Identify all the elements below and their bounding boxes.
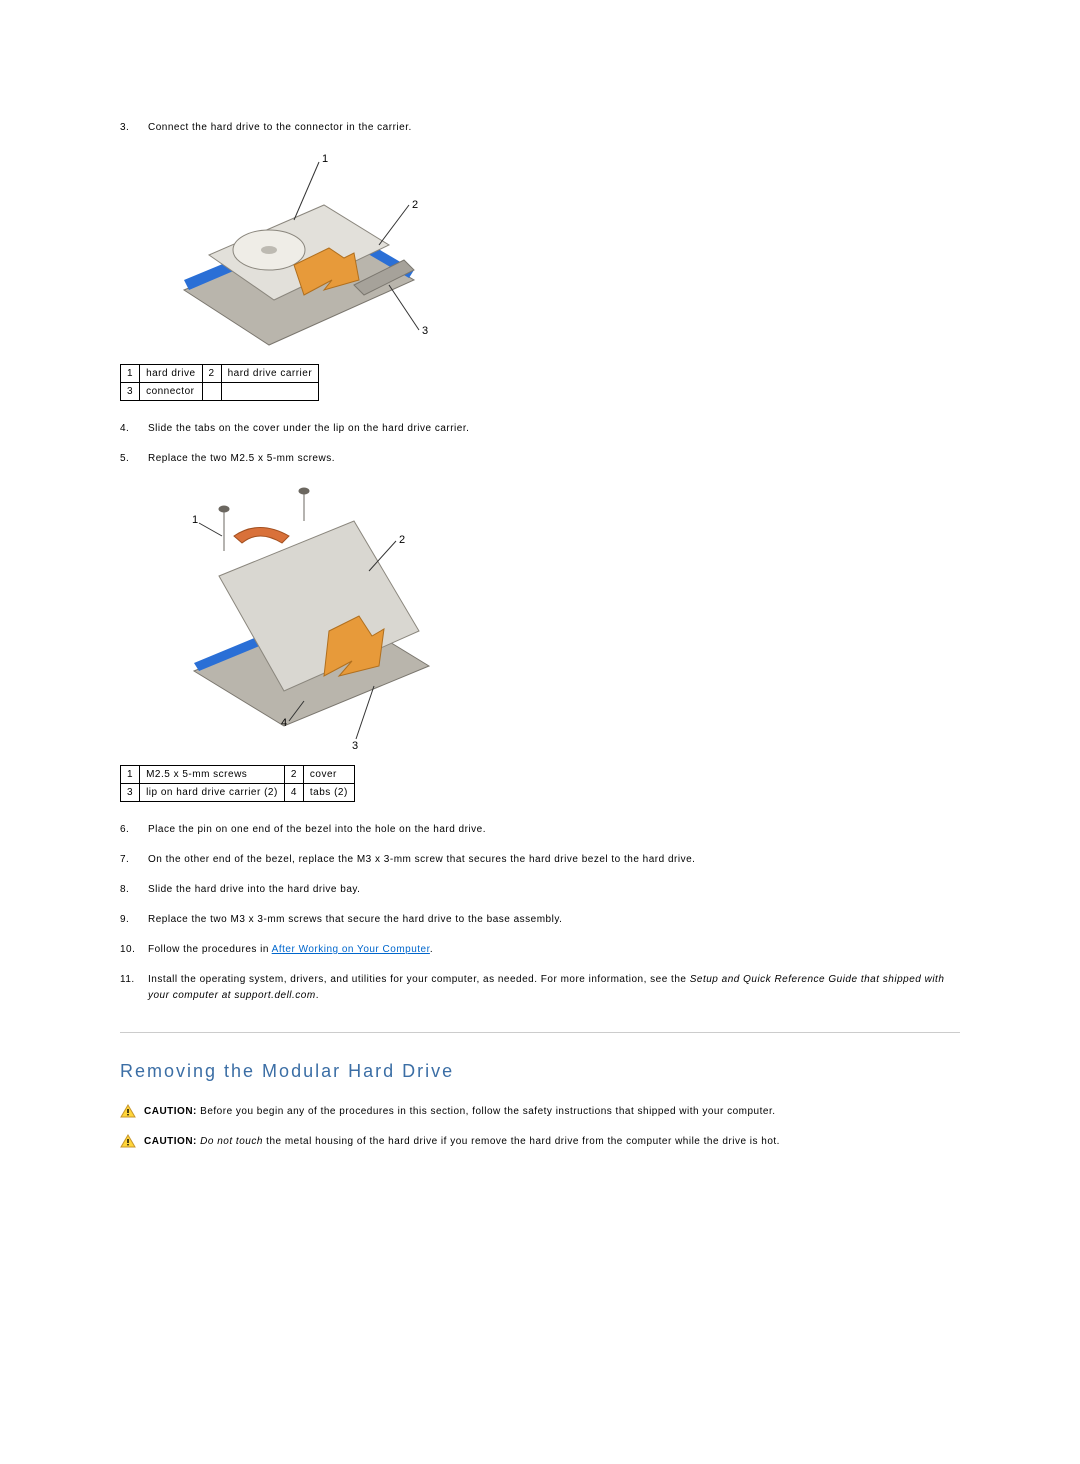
step-number: 8.: [120, 882, 129, 898]
cell: 2: [202, 365, 221, 383]
step-number: 7.: [120, 852, 129, 868]
step-number: 10.: [120, 942, 135, 958]
step-text-suffix: .: [430, 944, 433, 955]
cell: 3: [121, 383, 140, 401]
caution-text: CAUTION: Before you begin any of the pro…: [144, 1104, 776, 1120]
step-10: 10. Follow the procedures in After Worki…: [120, 942, 960, 958]
step-9: 9. Replace the two M3 x 3-mm screws that…: [120, 912, 960, 928]
step-4: 4. Slide the tabs on the cover under the…: [120, 421, 960, 437]
cell: tabs (2): [303, 784, 354, 802]
cell: [221, 383, 319, 401]
step-text-prefix: Follow the procedures in: [148, 944, 272, 955]
step-8: 8. Slide the hard drive into the hard dr…: [120, 882, 960, 898]
cell: cover: [303, 766, 354, 784]
caution-label: CAUTION:: [144, 1106, 197, 1117]
caution-2: CAUTION: Do not touch the metal housing …: [120, 1134, 960, 1150]
step-text: Slide the hard drive into the hard drive…: [148, 884, 360, 895]
step-text: Slide the tabs on the cover under the li…: [148, 423, 469, 434]
step-6: 6. Place the pin on one end of the bezel…: [120, 822, 960, 838]
section-heading: Removing the Modular Hard Drive: [120, 1061, 960, 1082]
step-number: 3.: [120, 120, 129, 136]
step-text: On the other end of the bezel, replace t…: [148, 854, 695, 865]
step-text: Replace the two M2.5 x 5-mm screws.: [148, 453, 335, 464]
svg-text:4: 4: [281, 717, 288, 729]
caution-icon: [120, 1134, 136, 1148]
caution-label: CAUTION:: [144, 1136, 197, 1147]
cell: 3: [121, 784, 140, 802]
svg-text:2: 2: [399, 534, 406, 546]
step-text-suffix: .: [316, 990, 319, 1001]
svg-text:3: 3: [352, 740, 359, 751]
cell: 2: [284, 766, 303, 784]
cell: 1: [121, 766, 140, 784]
step-3: 3. Connect the hard drive to the connect…: [120, 120, 960, 136]
caution-1: CAUTION: Before you begin any of the pro…: [120, 1104, 960, 1120]
cell: lip on hard drive carrier (2): [140, 784, 285, 802]
step-number: 6.: [120, 822, 129, 838]
cell: hard drive carrier: [221, 365, 319, 383]
page-content: 3. Connect the hard drive to the connect…: [0, 0, 1080, 1464]
cell: 1: [121, 365, 140, 383]
caution-suffix: the metal housing of the hard drive if y…: [263, 1136, 780, 1147]
caution-text: CAUTION: Do not touch the metal housing …: [144, 1134, 780, 1150]
step-text-prefix: Install the operating system, drivers, a…: [148, 974, 690, 985]
after-working-link[interactable]: After Working on Your Computer: [272, 944, 430, 955]
svg-text:3: 3: [422, 325, 429, 337]
cell: [202, 383, 221, 401]
step-7: 7. On the other end of the bezel, replac…: [120, 852, 960, 868]
section-divider: [120, 1032, 960, 1033]
svg-text:2: 2: [412, 199, 419, 211]
step-number: 11.: [120, 972, 135, 988]
cell: hard drive: [140, 365, 202, 383]
step-text: Place the pin on one end of the bezel in…: [148, 824, 486, 835]
svg-text:1: 1: [192, 514, 199, 526]
step-number: 4.: [120, 421, 129, 437]
figure-hard-drive-connect: 1 2 3: [154, 150, 960, 350]
figure1-legend-table: 1 hard drive 2 hard drive carrier 3 conn…: [120, 364, 319, 401]
caution-body: Before you begin any of the procedures i…: [197, 1106, 776, 1117]
cell: connector: [140, 383, 202, 401]
svg-text:1: 1: [322, 153, 329, 165]
instruction-list: 3. Connect the hard drive to the connect…: [120, 120, 960, 1004]
step-number: 5.: [120, 451, 129, 467]
cell: M2.5 x 5-mm screws: [140, 766, 285, 784]
step-11: 11. Install the operating system, driver…: [120, 972, 960, 1004]
step-number: 9.: [120, 912, 129, 928]
step-5: 5. Replace the two M2.5 x 5-mm screws.: [120, 451, 960, 467]
figure2-legend-table: 1 M2.5 x 5-mm screws 2 cover 3 lip on ha…: [120, 765, 355, 802]
caution-italic: Do not touch: [200, 1136, 263, 1147]
step-text: Connect the hard drive to the connector …: [148, 122, 412, 133]
cell: 4: [284, 784, 303, 802]
caution-icon: [120, 1104, 136, 1118]
step-text: Replace the two M3 x 3-mm screws that se…: [148, 914, 562, 925]
figure-cover-screws: 1 2 3 4: [154, 481, 960, 751]
